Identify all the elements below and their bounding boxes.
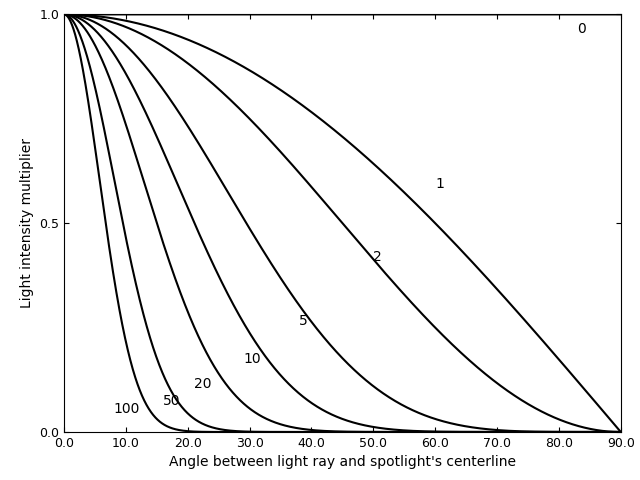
Text: 0: 0 <box>577 22 586 36</box>
Text: 1: 1 <box>435 177 444 191</box>
Text: 20: 20 <box>194 377 211 391</box>
Text: 100: 100 <box>113 402 140 416</box>
X-axis label: Angle between light ray and spotlight's centerline: Angle between light ray and spotlight's … <box>169 456 516 469</box>
Y-axis label: Light intensity multiplier: Light intensity multiplier <box>20 138 33 308</box>
Text: 5: 5 <box>299 314 308 328</box>
Text: 10: 10 <box>243 352 261 366</box>
Text: 2: 2 <box>373 250 382 264</box>
Text: 50: 50 <box>163 394 180 408</box>
